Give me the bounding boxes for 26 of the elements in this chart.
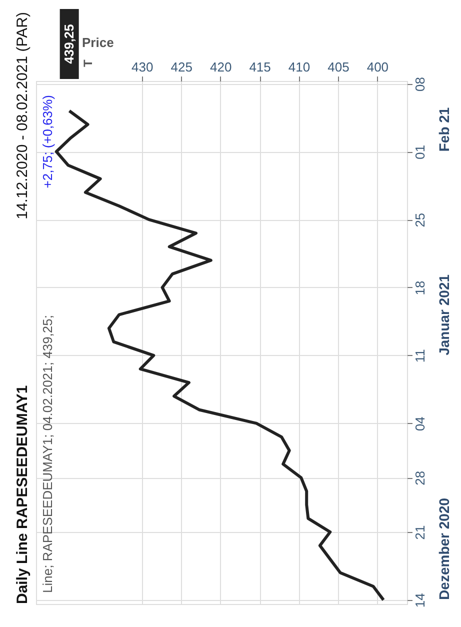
x-tick-label: 425 xyxy=(170,60,192,74)
y-tick-label: 14 xyxy=(412,593,428,608)
annotation: 439,25 xyxy=(61,24,76,64)
y-tick-label: 25 xyxy=(412,212,428,228)
y-tick-label: 18 xyxy=(412,280,428,296)
x-tick-label: 405 xyxy=(328,60,350,74)
x-tick-label: 420 xyxy=(210,60,232,74)
text: Januar 2021 xyxy=(436,274,452,356)
x-tick-label: 430 xyxy=(132,60,154,74)
text: 14.12.2020 - 08.02.2021 (PAR) xyxy=(14,12,31,220)
x-tick-label: 415 xyxy=(249,60,271,74)
y-tick-label: 01 xyxy=(412,144,428,160)
annotation: +2,75; (+0,63%) xyxy=(40,95,55,188)
x-tick-label: 400 xyxy=(366,60,389,74)
text: Daily Line RAPESEEDEUMAY1 xyxy=(14,385,31,604)
text: T xyxy=(81,59,95,67)
text: Line; RAPESEEDEUMAY1; 04.02.2021; 439,25; xyxy=(40,315,55,593)
text: Dezember 2020 xyxy=(436,498,452,600)
x-axis-title: Price xyxy=(82,35,114,50)
y-tick-label: 21 xyxy=(412,525,428,540)
x-tick-label: 410 xyxy=(288,60,310,74)
text: Feb 21 xyxy=(436,107,452,152)
y-tick-label: 04 xyxy=(412,416,428,432)
y-tick-label: 08 xyxy=(412,76,428,92)
y-tick-label: 28 xyxy=(412,470,428,486)
y-tick-label: 11 xyxy=(412,349,428,363)
